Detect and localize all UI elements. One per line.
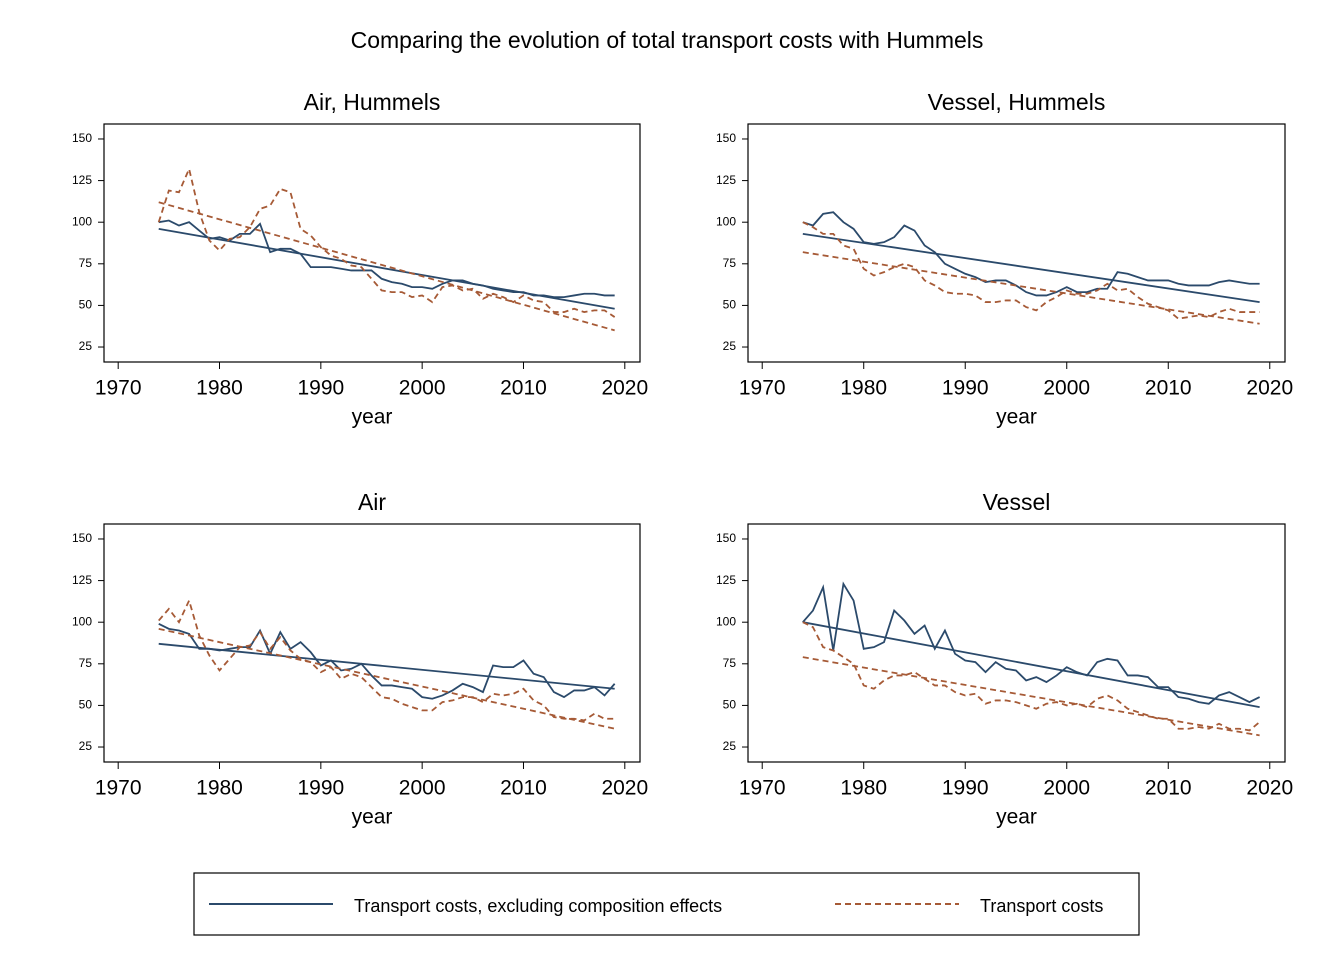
fit-line [158,627,615,730]
y-tick-label: 150 [72,531,92,545]
x-tick-label: 1990 [942,377,989,400]
y-tick-label: 50 [723,298,737,312]
y-tick-label: 100 [72,614,92,628]
x-tick-label: 2020 [1246,377,1293,400]
y-tick-label: 25 [79,739,93,753]
x-tick-label: 1990 [297,777,344,800]
x-tick-label: 2000 [1043,377,1090,400]
y-tick-label: 75 [79,256,93,270]
x-tick-label: 1980 [196,777,243,800]
series-line [158,623,616,700]
series-line [802,211,1260,297]
x-tick-label: 1970 [739,777,786,800]
y-tick-label: 100 [716,214,736,228]
plot-frame [103,523,641,763]
y-tick-label: 75 [723,656,737,670]
x-tick-label: 2000 [399,777,446,800]
y-tick-label: 25 [723,739,737,753]
x-tick-label: 1970 [739,377,786,400]
series-line [157,166,616,318]
y-tick-label: 125 [716,173,736,187]
series-line [158,598,615,722]
fit-line [158,642,615,690]
x-tick-label: 2020 [1246,777,1293,800]
panel-title: Air, Hummels [304,89,441,115]
y-tick-label: 150 [716,131,736,145]
y-tick-label: 125 [72,173,92,187]
series-line [802,621,1261,732]
x-tick-label: 2010 [1145,777,1192,800]
y-tick-label: 50 [723,698,737,712]
fit-line [802,621,1260,708]
x-tick-label: 1980 [840,777,887,800]
y-tick-label: 100 [716,614,736,628]
fit-line [802,232,1260,303]
x-tick-label: 1990 [942,777,989,800]
x-tick-label: 2000 [1043,777,1090,800]
plot-frame [747,523,1286,763]
y-tick-label: 100 [72,214,92,228]
x-tick-label: 1980 [840,377,887,400]
x-tick-label: 2010 [1145,377,1192,400]
x-tick-label: 1970 [95,777,142,800]
panel-title: Vessel [983,489,1051,515]
x-tick-label: 2020 [601,777,648,800]
plot-frame [747,123,1286,363]
y-tick-label: 75 [723,256,737,270]
panel-title: Vessel, Hummels [928,89,1106,115]
y-tick-label: 50 [79,698,93,712]
fit-line [802,656,1260,737]
x-tick-label: 2020 [601,377,648,400]
x-axis-label: year [996,806,1037,829]
x-tick-label: 1970 [95,377,142,400]
y-tick-label: 150 [72,131,92,145]
x-tick-label: 2010 [500,377,547,400]
y-tick-label: 25 [79,339,93,353]
y-tick-label: 125 [716,573,736,587]
x-axis-label: year [352,406,393,429]
y-tick-label: 25 [723,339,737,353]
series-line [802,221,1260,320]
fit-line [158,227,615,310]
legend-box [193,872,1140,936]
x-tick-label: 1980 [196,377,243,400]
y-tick-label: 150 [716,531,736,545]
fit-line [802,251,1260,325]
y-tick-label: 75 [79,656,93,670]
series-line [802,581,1261,705]
y-tick-label: 50 [79,298,93,312]
panel-title: Air [358,489,386,515]
x-tick-label: 2000 [399,377,446,400]
figure-title: Comparing the evolution of total transpo… [351,27,984,53]
x-tick-label: 1990 [297,377,344,400]
legend-label: Transport costs, excluding composition e… [354,896,722,916]
y-tick-label: 125 [72,573,92,587]
plot-frame [103,123,641,363]
x-axis-label: year [996,406,1037,429]
x-tick-label: 2010 [500,777,547,800]
x-axis-label: year [352,806,393,829]
legend-label: Transport costs [980,896,1103,916]
fit-line [158,201,615,332]
